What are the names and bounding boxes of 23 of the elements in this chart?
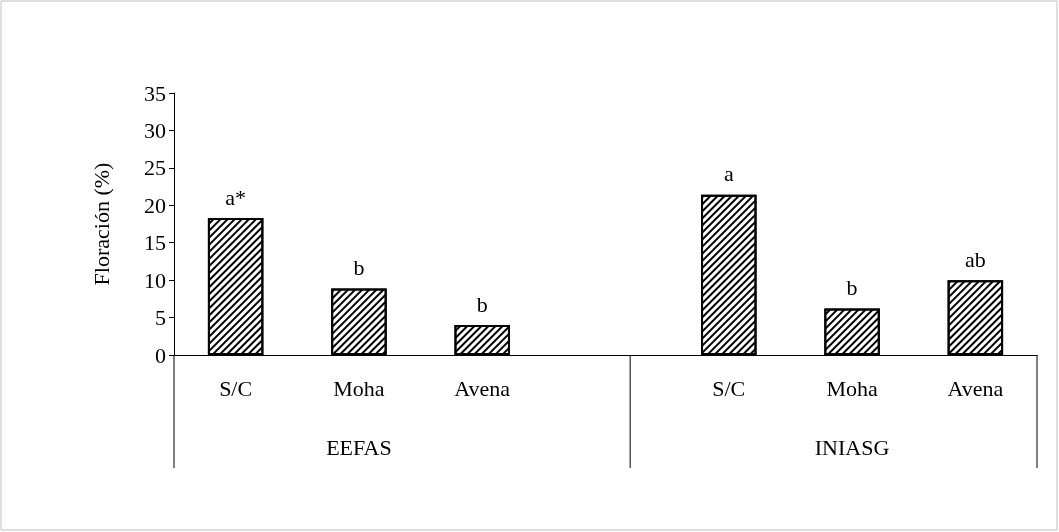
y-axis-title: Floración (%)	[88, 162, 114, 286]
x-tick-label: S/C	[712, 375, 746, 401]
x-tick-label: Moha	[826, 375, 878, 401]
text: INIASG	[814, 434, 890, 460]
x-tick-label: Moha	[333, 375, 385, 401]
data-label: b	[846, 275, 858, 301]
x-tick-label: Avena	[947, 375, 1004, 401]
y-tick-label: 15	[144, 230, 166, 256]
data-label: b	[353, 254, 365, 280]
text: EEFAS	[326, 434, 392, 460]
y-tick-label: 35	[144, 80, 166, 106]
data-label: a*	[225, 184, 247, 210]
y-tick-label: 20	[144, 192, 166, 218]
x-tick-label: Avena	[454, 375, 511, 401]
data-label: b	[476, 291, 488, 317]
y-tick-label: 10	[144, 267, 166, 293]
data-label: a	[723, 161, 734, 187]
data-label: ab	[964, 246, 986, 272]
x-tick-label: S/C	[219, 375, 253, 401]
y-tick-label: 30	[144, 117, 166, 143]
y-tick-label: 5	[155, 305, 166, 331]
y-tick-label: 25	[144, 155, 166, 181]
y-tick-label: 0	[155, 342, 166, 368]
